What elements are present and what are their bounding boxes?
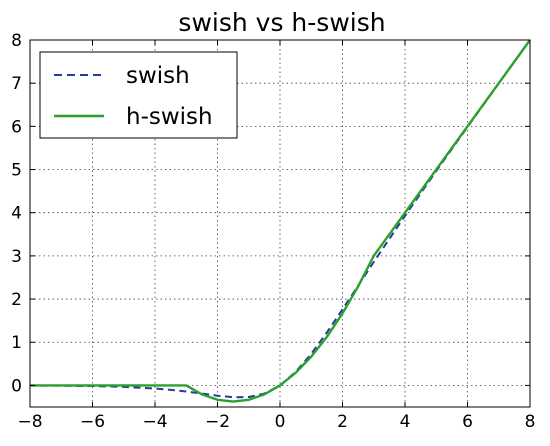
x-tick-label: −2: [205, 412, 230, 432]
chart-title: swish vs h-swish: [178, 8, 385, 37]
legend-label-h-swish: h-swish: [126, 104, 213, 130]
x-tick-label: −4: [142, 412, 167, 432]
x-tick-label: 6: [462, 412, 473, 432]
series-line-swish: [29, 39, 531, 399]
x-tick-label: −6: [80, 412, 105, 432]
y-tick-label: 5: [11, 161, 22, 181]
legend-label-swish: swish: [126, 63, 190, 89]
x-tick-label: 4: [400, 412, 411, 432]
y-tick-label: 4: [11, 204, 22, 224]
x-tick-label: 0: [275, 412, 286, 432]
axis-ticks: −8 −6 −4 −2 0 2 4 6 8 0 1 2 3 4 5 6 7 8: [11, 31, 535, 432]
legend: swish h-swish: [39, 51, 238, 139]
y-tick-label: 6: [11, 117, 22, 137]
y-tick-label: 8: [11, 31, 22, 51]
series-layer: [29, 39, 531, 403]
y-tick-label: 7: [11, 74, 22, 94]
x-tick-label: 8: [525, 412, 536, 432]
y-tick-label: 2: [11, 290, 22, 310]
y-tick-label: 0: [11, 376, 22, 396]
legend-box: [39, 51, 238, 139]
y-tick-label: 3: [11, 247, 22, 267]
y-tick-label: 1: [11, 333, 22, 353]
x-tick-label: 2: [337, 412, 348, 432]
x-tick-label: −8: [17, 412, 42, 432]
series-line-h-swish: [30, 39, 531, 403]
